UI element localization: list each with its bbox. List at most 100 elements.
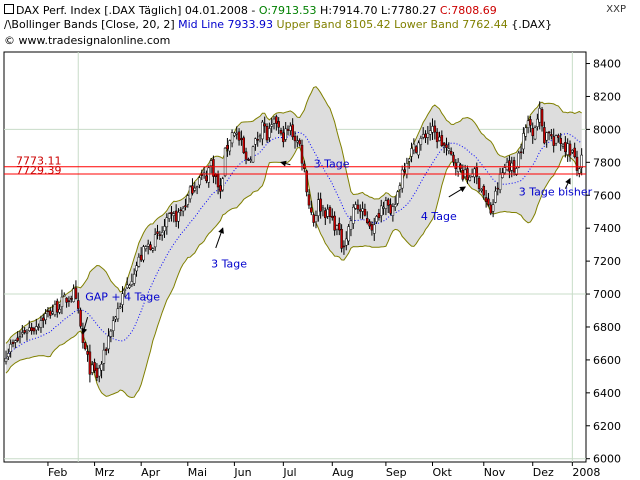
candle-body (167, 213, 171, 219)
candle-body (279, 130, 283, 134)
candle-body (86, 351, 89, 355)
symbol-code: {.DAX} (511, 18, 553, 31)
annotation-label: 3 Tage bisher (519, 185, 593, 198)
candle-body (312, 214, 315, 223)
candle-body (328, 207, 332, 218)
candle-body (568, 143, 572, 156)
candle-body (552, 136, 555, 146)
candle-body (475, 167, 479, 177)
y-tick-label: 6600 (593, 354, 621, 367)
quote-date: 04.01.2008 (184, 4, 248, 17)
candle-body (501, 172, 504, 178)
candle-body (177, 211, 180, 222)
candle-body (352, 206, 355, 224)
y-tick-label: 7000 (593, 288, 621, 301)
candle-body (522, 133, 525, 150)
candle-body (526, 120, 530, 128)
candle-body (386, 199, 390, 206)
candle-body (156, 231, 159, 234)
candle-body (529, 119, 532, 126)
candle-body (191, 185, 194, 194)
candle-body (571, 150, 574, 153)
candle-body (300, 144, 304, 164)
candle-body (363, 208, 367, 216)
legend-marker-candles (4, 4, 14, 14)
candle-body (63, 295, 66, 297)
y-tick-label: 6800 (593, 321, 621, 334)
candle-body (433, 125, 437, 133)
y-tick-label: 7600 (593, 189, 621, 202)
candle-body (291, 124, 294, 138)
candle-body (46, 310, 50, 313)
candle-body (16, 337, 19, 341)
quote-low: L:7780.27 (381, 4, 437, 17)
candle-body (557, 135, 560, 138)
candle-body (580, 154, 583, 168)
candle-body (195, 186, 199, 188)
candle-body (21, 332, 24, 335)
candle-body (482, 185, 486, 196)
lower-band-value: Lower Band 7762.44 (394, 18, 508, 31)
candle-body (39, 320, 43, 328)
candle-body (67, 300, 71, 302)
candle-body (491, 204, 495, 212)
candle-body (547, 131, 551, 134)
candle-body (359, 209, 362, 212)
candle-body (508, 160, 511, 172)
candle-body (421, 134, 425, 138)
candle-body (345, 238, 348, 246)
candle-body (326, 208, 329, 217)
indicator-name: Bollinger Bands [Close, 20, 2] (11, 18, 175, 31)
y-tick-label: 7400 (593, 222, 621, 235)
x-tick-label: 2008 (572, 466, 600, 479)
candle-body (7, 353, 10, 358)
candle-body (114, 316, 117, 320)
candle-body (496, 187, 500, 190)
candle-body (198, 177, 201, 186)
candle-body (118, 306, 122, 309)
candle-body (531, 127, 534, 137)
candle-body (321, 207, 325, 210)
candle-body (214, 174, 218, 177)
candle-body (284, 128, 287, 140)
candle-body (524, 127, 527, 137)
annotation-label: GAP + 4 Tage (85, 291, 160, 304)
candle-body (405, 163, 409, 175)
candle-body (32, 327, 36, 332)
candle-body (331, 215, 334, 218)
candle-body (340, 228, 343, 249)
candle-body (480, 189, 483, 191)
annotation-label: 4 Tage (421, 210, 457, 223)
candle-body (184, 205, 187, 208)
candle-body (533, 127, 537, 140)
candle-body (14, 340, 17, 343)
candle-body (109, 330, 113, 337)
candle-body (489, 204, 493, 214)
candle-body (375, 216, 378, 223)
candle-body (111, 320, 115, 331)
candle-body (149, 244, 152, 250)
candle-body (28, 327, 31, 331)
y-tick-label: 8200 (593, 90, 621, 103)
candle-body (431, 126, 434, 133)
x-tick-label: Feb (48, 466, 67, 479)
candle-body (123, 289, 127, 291)
candle-body (4, 358, 8, 362)
candle-body (438, 136, 441, 141)
candle-body (51, 311, 54, 314)
candle-body (181, 207, 185, 212)
candle-body (452, 154, 455, 163)
y-tick-label: 7200 (593, 255, 621, 268)
candle-body (135, 265, 138, 272)
candle-body (97, 367, 101, 377)
candle-body (142, 246, 145, 261)
candle-body (188, 186, 192, 200)
candles (4, 101, 583, 383)
candle-body (354, 204, 357, 209)
candle-body (132, 273, 136, 284)
candle-body (382, 206, 385, 209)
candle-body (396, 191, 399, 204)
candle-body (79, 309, 82, 327)
candle-body (384, 200, 388, 209)
